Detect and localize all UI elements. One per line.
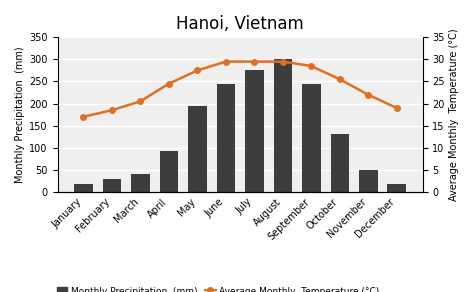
Title: Hanoi, Vietnam: Hanoi, Vietnam [176,15,304,33]
Bar [188,106,207,192]
Bar [131,174,150,192]
Bar [102,180,121,192]
Bar [245,70,264,192]
Bar [74,184,92,192]
Bar [359,170,377,192]
Bar [302,84,320,192]
Legend: Monthly Precipitation  (mm), Average Monthly  Temperature (°C): Monthly Precipitation (mm), Average Mont… [53,283,383,292]
Bar [160,151,178,192]
Bar [330,134,349,192]
Bar [217,84,235,192]
Bar [273,58,292,192]
Bar [388,184,406,192]
Y-axis label: Average Monthly  Temperature (°C): Average Monthly Temperature (°C) [449,28,459,201]
Y-axis label: Monthly Precipitation  (mm): Monthly Precipitation (mm) [15,46,25,183]
